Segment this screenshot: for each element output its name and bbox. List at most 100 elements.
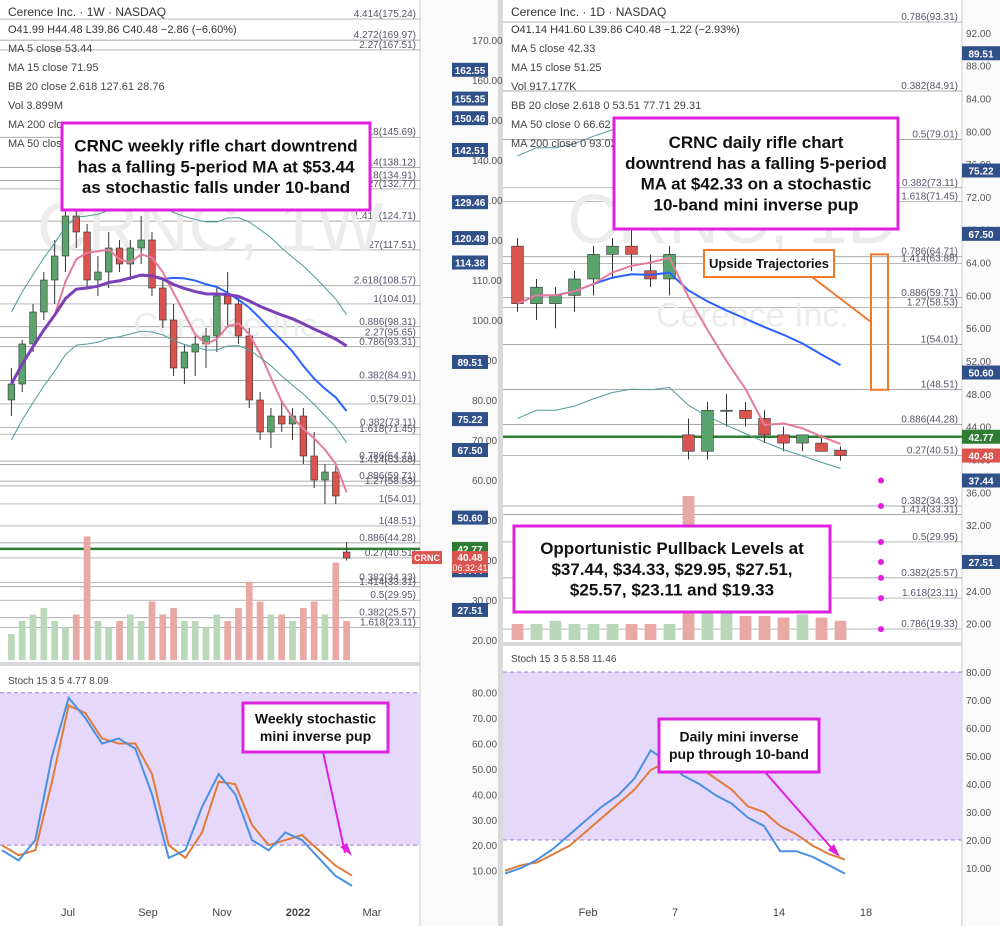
daily-pullback-dot [878, 626, 884, 633]
weekly-indicator-legend: Vol 3.899M [8, 100, 63, 112]
weekly-price-badge-label: 150.46 [455, 114, 486, 125]
daily-price-badge [962, 46, 1000, 61]
weekly-fib-level-label: 3.618(145.69) [354, 127, 416, 138]
weekly-title-callout-text: has a falling 5-period MA at $53.44 [77, 157, 355, 176]
upside-callout-text: Upside Trajectories [709, 256, 829, 271]
weekly-volume-bar [181, 621, 188, 660]
weekly-y-tick-label: 20.00 [472, 636, 497, 647]
weekly-x-tick-label: Mar [363, 907, 382, 919]
daily-y-tick-label: 20.00 [966, 620, 991, 631]
weekly-y-tick-label: 110.00 [472, 276, 502, 287]
weekly-current-price-badge [452, 551, 488, 574]
daily-indicator-legend: Vol 917.177K [511, 81, 577, 93]
weekly-volume-bar [51, 621, 59, 660]
daily-stoch-divider [503, 642, 1000, 646]
daily-price-badge [962, 429, 1000, 444]
daily-y-tick-label: 52.00 [966, 357, 991, 368]
daily-volume-bar [549, 620, 562, 640]
weekly-ma5-line [10, 248, 348, 493]
weekly-volume-bar [126, 614, 134, 660]
weekly-fib-level-label: 1.618(134.91) [354, 170, 416, 181]
weekly-candle-body [72, 215, 80, 233]
daily-fib-level-label: 1(48.51) [921, 380, 958, 391]
weekly-fib-level-label: 0.382(25.57) [359, 608, 416, 619]
daily-fib-level-label: 1.27(58.53) [907, 297, 958, 308]
daily-stoch-y-tick: 10.00 [966, 864, 991, 875]
daily-price-badge [962, 448, 1000, 463]
daily-watermark-company: Cerence Inc. [656, 296, 849, 334]
daily-ma5-line [517, 256, 841, 445]
daily-volume-bar [606, 624, 619, 640]
weekly-y-tick-label: 80.00 [472, 396, 497, 407]
weekly-stoch-y-tick: 10.00 [472, 867, 497, 878]
daily-y-tick-label: 64.00 [966, 259, 991, 270]
weekly-price-badge [452, 62, 488, 77]
daily-indicator-legend: MA 5 close 42.33 [511, 43, 595, 55]
weekly-price-badge-label: 67.50 [457, 446, 482, 457]
weekly-stoch-y-tick: 20.00 [472, 841, 497, 852]
daily-y-tick-label: 32.00 [966, 521, 991, 532]
weekly-fib-level-label: 1(48.51) [379, 516, 416, 527]
weekly-stoch-arrow [322, 751, 346, 854]
weekly-stoch-y-tick: 30.00 [472, 816, 497, 827]
weekly-stoch-divider [0, 662, 498, 666]
daily-symbol-title: Cerence Inc. · 1D · NASDAQ [511, 5, 666, 19]
weekly-fib-level-label: 4.414(175.24) [354, 9, 416, 20]
weekly-volume-bar [40, 608, 48, 660]
weekly-volume-bar [235, 608, 242, 660]
weekly-candle-body [180, 351, 189, 369]
weekly-price-badge [452, 354, 488, 369]
daily-candle-body [606, 245, 619, 255]
weekly-y-tick-label: 60.00 [472, 476, 497, 487]
weekly-candle-body [40, 279, 48, 313]
daily-fib-level-label: 0.382(84.91) [901, 81, 958, 92]
daily-title-callout-text: MA at $42.33 on a stochastic [641, 175, 872, 194]
weekly-candle-body [126, 247, 134, 265]
daily-volume-bar [796, 614, 809, 640]
daily-volume-bar [511, 624, 524, 640]
weekly-candle-body [7, 383, 16, 401]
weekly-price-badge-label: 155.35 [455, 95, 486, 106]
weekly-price-badge [452, 412, 488, 427]
daily-stoch-y-tick: 50.00 [966, 752, 991, 763]
weekly-price-badge [452, 142, 488, 157]
weekly-countdown-label: 06:32:41 [452, 563, 487, 573]
daily-price-badge [962, 554, 1000, 569]
daily-candle-body [758, 418, 771, 436]
daily-stoch-arrow [764, 771, 836, 853]
daily-volume-bar [739, 616, 752, 640]
weekly-x-tick-label: Jul [61, 907, 75, 919]
weekly-volume-bar [343, 621, 350, 660]
weekly-volume-bar [332, 562, 340, 660]
daily-volume-bar [587, 624, 600, 640]
weekly-stoch-callout-text: mini inverse pup [260, 728, 371, 744]
daily-price-badge-label: 42.77 [968, 433, 993, 444]
daily-volume-bar [530, 624, 543, 640]
daily-fib-level-label: 1.618(23.11) [902, 588, 958, 599]
weekly-price-badge-label: 162.55 [455, 66, 486, 77]
upside-callout: Upside Trajectories [703, 249, 872, 323]
weekly-candle-body [278, 415, 286, 425]
daily-fib-level-label: 0.382(73.11) [902, 178, 958, 189]
weekly-y-tick-label: 140.00 [472, 156, 503, 167]
daily-bollinger-lower [517, 386, 841, 469]
daily-price-badge [962, 163, 1000, 178]
daily-candle-body [625, 245, 638, 255]
weekly-volume-bar [137, 621, 145, 660]
daily-y-tick-label: 56.00 [966, 324, 991, 335]
weekly-price-badge [452, 231, 488, 246]
daily-price-badge-label: 40.48 [968, 452, 993, 463]
weekly-stoch-y-tick: 50.00 [472, 765, 497, 776]
daily-x-tick-label: 18 [860, 907, 872, 919]
weekly-candle-body [29, 311, 37, 345]
weekly-fib-level-label: 4.272(169.97) [354, 30, 416, 41]
weekly-stoch-legend: Stoch 15 3 5 4.77 8.09 [8, 676, 109, 687]
daily-candle-body [587, 254, 600, 280]
weekly-stoch-y-tick: 70.00 [472, 714, 497, 725]
daily-volume-bar [663, 624, 676, 640]
weekly-candle-body [94, 271, 102, 281]
daily-fib-level-label: 0.786(93.31) [901, 12, 958, 23]
